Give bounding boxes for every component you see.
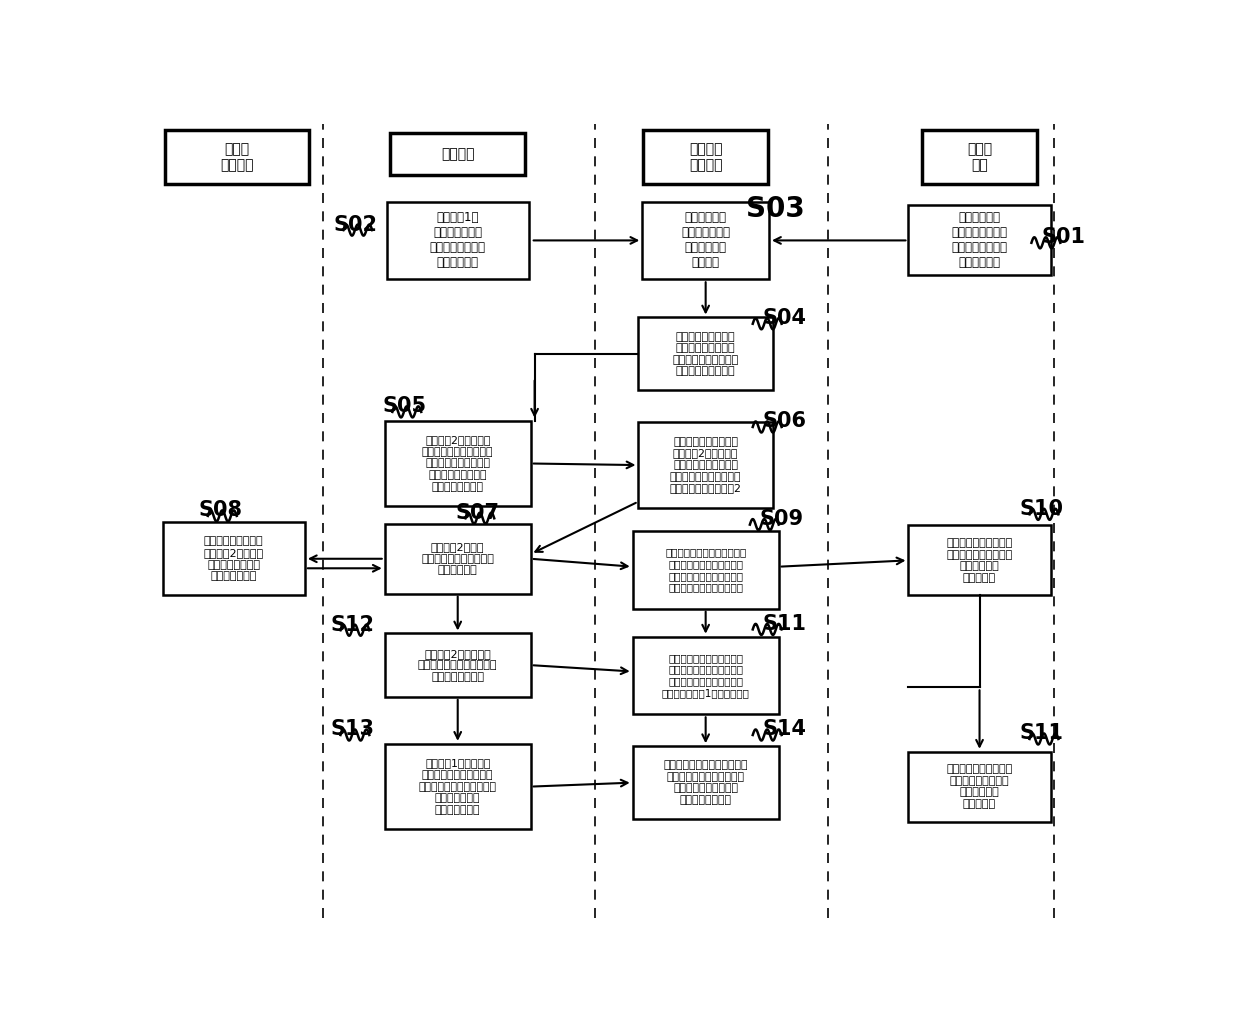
Text: S10: S10 [1019,499,1064,519]
Bar [384,633,531,697]
Text: S06: S06 [763,411,806,431]
Text: 游戏玩家2注册登装备
展示交易平台，并发布游
戏装备购买需求信息，
或者进行需要购买的
游戏装备进行检索: 游戏玩家2注册登装备 展示交易平台，并发布游 戏装备购买需求信息， 或者进行需要… [422,435,494,492]
Bar [162,523,305,595]
Bar [384,524,531,594]
Text: S13: S13 [331,720,374,739]
Text: 游戏装备展示模块针对
游戏玩家2所发布的购
买信息或者检索信息将
存储模块中的在售游戏装
备信息推送给游戏玩家2: 游戏装备展示模块针对 游戏玩家2所发布的购 买信息或者检索信息将 存储模块中的在… [670,437,742,493]
Text: 游戏玩家: 游戏玩家 [441,146,475,161]
Text: 装备展示交易平台收录评价并
将游戏玩家之间的评价信息
上传至游戏玩家装备展
示交易平台账户中: 装备展示交易平台收录评价并 将游戏玩家之间的评价信息 上传至游戏玩家装备展 示交… [663,760,748,805]
Bar [632,636,779,714]
Bar [909,526,1050,595]
Bar [639,423,773,508]
Text: S07: S07 [456,503,500,523]
Text: 装备展示
交易平台: 装备展示 交易平台 [689,142,723,172]
Bar [632,531,779,608]
Text: S03: S03 [746,195,805,223]
Bar [639,318,773,391]
Text: 装备展示交易平台确认收款以
后，根据购买信息通过数据
传输通道向游戏运营商发出
装备信息账户变更请求指令: 装备展示交易平台确认收款以 后，根据购买信息通过数据 传输通道向游戏运营商发出 … [665,547,746,592]
Bar [642,201,769,279]
Text: S14: S14 [763,720,806,739]
Bar [921,130,1037,185]
Text: 第三方
支付平台: 第三方 支付平台 [219,142,253,172]
Text: 游戏玩家1可对预付金
账户金额进行提现至第三
方支付平台账户，完成后游
戏玩家之间进行
相互的信誉评价: 游戏玩家1可对预付金 账户金额进行提现至第三 方支付平台账户，完成后游 戏玩家之… [419,759,497,814]
Text: 游戏玩家2根据推
送结果，选择游戏装备并
进行支付购买: 游戏玩家2根据推 送结果，选择游戏装备并 进行支付购买 [422,542,495,575]
Bar [384,421,531,506]
Text: 游戏运营商根据游戏装
备交易平台的变更指令
完成装备账户
信息的变更: 游戏运营商根据游戏装 备交易平台的变更指令 完成装备账户 信息的变更 [946,538,1013,583]
Text: 支付平台通过审议从
游戏玩家2的第三方
支付账户中向平台
预付金账户打款: 支付平台通过审议从 游戏玩家2的第三方 支付账户中向平台 预付金账户打款 [203,536,264,581]
Text: 装备展示交易平台确认游戏
装备变更信息以后，从平台
预付金账户中将装备交易款
支付至游戏玩家1的预付金账户: 装备展示交易平台确认游戏 装备变更信息以后，从平台 预付金账户中将装备交易款 支… [662,653,750,698]
Text: S11: S11 [763,613,806,634]
Text: 游戏玩家2确认游戏装
备变更信息，并向装备展示
交易平台进行确认: 游戏玩家2确认游戏装 备变更信息，并向装备展示 交易平台进行确认 [418,648,497,681]
Text: S04: S04 [763,308,806,328]
Text: 游戏运营商与
装备展示销售平台
建立加密游戏装备
数据传输通道: 游戏运营商与 装备展示销售平台 建立加密游戏装备 数据传输通道 [951,211,1008,269]
Text: S05: S05 [383,396,427,417]
Bar [909,205,1050,275]
Text: S08: S08 [198,500,242,521]
Bar [909,752,1050,822]
Bar [165,130,309,185]
Text: 游戏运
营商: 游戏运 营商 [967,142,992,172]
Text: 游戏运营商与装备展示
交易平台之间针对交
易情况进行手
续费的结算: 游戏运营商与装备展示 交易平台之间针对交 易情况进行手 续费的结算 [946,764,1013,809]
Bar [391,133,525,174]
Bar [384,743,531,830]
Bar [644,130,768,185]
Bar [387,201,528,279]
Text: S09: S09 [759,509,804,529]
Text: S12: S12 [331,614,374,635]
Text: 游戏装备展示模块展
示正在进行售卖的游
戏装备信息，并将该信
息存储在存储模块中: 游戏装备展示模块展 示正在进行售卖的游 戏装备信息，并将该信 息存储在存储模块中 [672,332,739,376]
Bar [632,746,779,820]
Text: S11: S11 [1019,724,1064,743]
Text: S02: S02 [334,215,378,235]
Text: S01: S01 [1042,227,1085,247]
Text: 交易平台接收
游戏玩家的装备
售卖信息进行
信息发布: 交易平台接收 游戏玩家的装备 售卖信息进行 信息发布 [681,211,730,269]
Text: 游戏玩家1注
册登录装备展示
交易平台，并发布
装备售卖信息: 游戏玩家1注 册登录装备展示 交易平台，并发布 装备售卖信息 [430,211,486,269]
